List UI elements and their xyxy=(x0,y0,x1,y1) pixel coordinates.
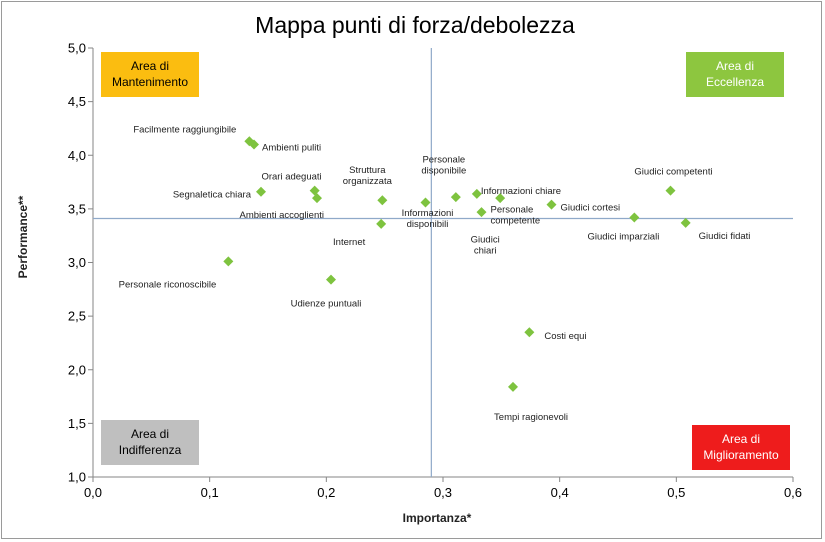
x-tick-label: 0,5 xyxy=(667,485,685,500)
data-point-label: Personale xyxy=(491,205,534,216)
data-point-marker xyxy=(495,193,506,204)
axes: 0,0 0,1 0,2 0,3 0,4 0,5 0,6 1,0 1,5 2,0 2,5 3,0 3,5 4… xyxy=(68,41,802,501)
data-point-marker xyxy=(508,381,518,392)
data-point-marker xyxy=(420,197,431,208)
quadrant-bottom-right: Area di Miglioramento xyxy=(692,425,790,470)
data-point-label: Giudici xyxy=(471,235,500,246)
quadrant-label: Eccellenza xyxy=(706,75,764,89)
quadrant-label: Area di xyxy=(716,59,754,73)
data-point-label: Informazioni xyxy=(402,208,454,219)
quadrant-label: Area di xyxy=(722,432,760,446)
data-point-label: Costi equi xyxy=(544,331,586,342)
y-tick-label: 1,0 xyxy=(68,470,86,485)
reference-lines xyxy=(93,48,793,477)
data-point-marker xyxy=(223,256,234,267)
x-tick-label: 0,4 xyxy=(551,485,569,500)
data-point-label: Segnaletica chiara xyxy=(173,190,252,201)
data-point-label: Personale xyxy=(422,155,465,166)
y-tick-label: 1,5 xyxy=(68,416,86,431)
data-point-marker xyxy=(309,185,320,196)
quadrant-box xyxy=(692,425,790,470)
quadrant-label: Miglioramento xyxy=(703,448,779,462)
y-tick-label: 4,5 xyxy=(68,94,86,109)
x-tick-label: 0,2 xyxy=(317,485,335,500)
quadrant-box xyxy=(101,52,199,97)
data-point-label: competente xyxy=(491,216,541,227)
y-tick-label: 4,0 xyxy=(68,148,86,163)
data-point-marker xyxy=(665,185,676,196)
data-point-marker xyxy=(256,186,266,197)
data-point-label: Giudici cortesi xyxy=(561,203,621,214)
data-point-marker xyxy=(476,207,487,218)
y-tick-label: 3,0 xyxy=(68,255,86,270)
data-point-marker xyxy=(680,217,691,228)
data-point-label: Giudici fidati xyxy=(699,231,751,242)
chart-title: Mappa punti di forza/debolezza xyxy=(255,12,575,38)
data-point-marker xyxy=(312,193,322,204)
y-tick-label: 5,0 xyxy=(68,41,86,56)
data-point-label: Giudici imparziali xyxy=(588,231,660,242)
data-point-label: Personale riconoscibile xyxy=(119,279,217,290)
x-tick-label: 0,6 xyxy=(784,485,802,500)
data-point-label: disponibile xyxy=(421,166,466,177)
data-point-label: Ambienti accoglienti xyxy=(240,210,325,221)
quadrant-label: Area di xyxy=(131,427,169,441)
quadrant-label: Mantenimento xyxy=(112,75,188,89)
data-points xyxy=(223,136,691,392)
data-point-label: Informazioni chiare xyxy=(481,186,561,197)
x-tick-label: 0,1 xyxy=(201,485,219,500)
data-point-label: Giudici competenti xyxy=(634,167,712,178)
point-labels: Facilmente raggiungibile Ambienti puliti S… xyxy=(119,124,751,423)
data-point-label: Udienze puntuali xyxy=(291,299,362,310)
data-point-label: disponibili xyxy=(407,219,449,230)
data-point-label: organizzata xyxy=(343,176,393,187)
y-tick-label: 2,5 xyxy=(68,309,86,324)
y-tick-label: 3,5 xyxy=(68,201,86,216)
quadrant-box xyxy=(101,420,199,465)
data-point-label: Tempi ragionevoli xyxy=(494,412,568,423)
quadrant-label: Area di xyxy=(131,59,169,73)
data-point-marker xyxy=(326,274,336,285)
x-tick-label: 0,0 xyxy=(84,485,102,500)
quadrant-bottom-left: Area di Indifferenza xyxy=(101,420,199,465)
data-point-marker xyxy=(546,199,557,210)
x-tick-label: 0,3 xyxy=(434,485,452,500)
quadrant-top-right: Area di Eccellenza xyxy=(686,52,784,97)
data-point-marker xyxy=(377,195,388,206)
y-tick-label: 2,0 xyxy=(68,362,86,377)
quadrant-box xyxy=(686,52,784,97)
data-point-label: Facilmente raggiungibile xyxy=(133,124,236,135)
data-point-marker xyxy=(450,192,461,203)
data-point-marker xyxy=(471,188,482,199)
data-point-marker xyxy=(629,212,640,223)
data-point-label: Orari adeguati xyxy=(261,172,321,183)
data-point-label: Struttura xyxy=(349,165,386,176)
data-point-label: Internet xyxy=(333,237,366,248)
data-point-label: Ambienti puliti xyxy=(262,143,321,154)
y-axis-title: Performance** xyxy=(16,195,30,278)
quadrant-top-left: Area di Mantenimento xyxy=(101,52,199,97)
data-point-marker xyxy=(376,218,387,229)
data-point-marker xyxy=(249,139,259,150)
data-point-label: chiari xyxy=(474,246,497,257)
quadrant-label: Indifferenza xyxy=(119,443,182,457)
data-point-marker xyxy=(524,327,535,338)
x-axis-title: Importanza* xyxy=(403,511,472,525)
